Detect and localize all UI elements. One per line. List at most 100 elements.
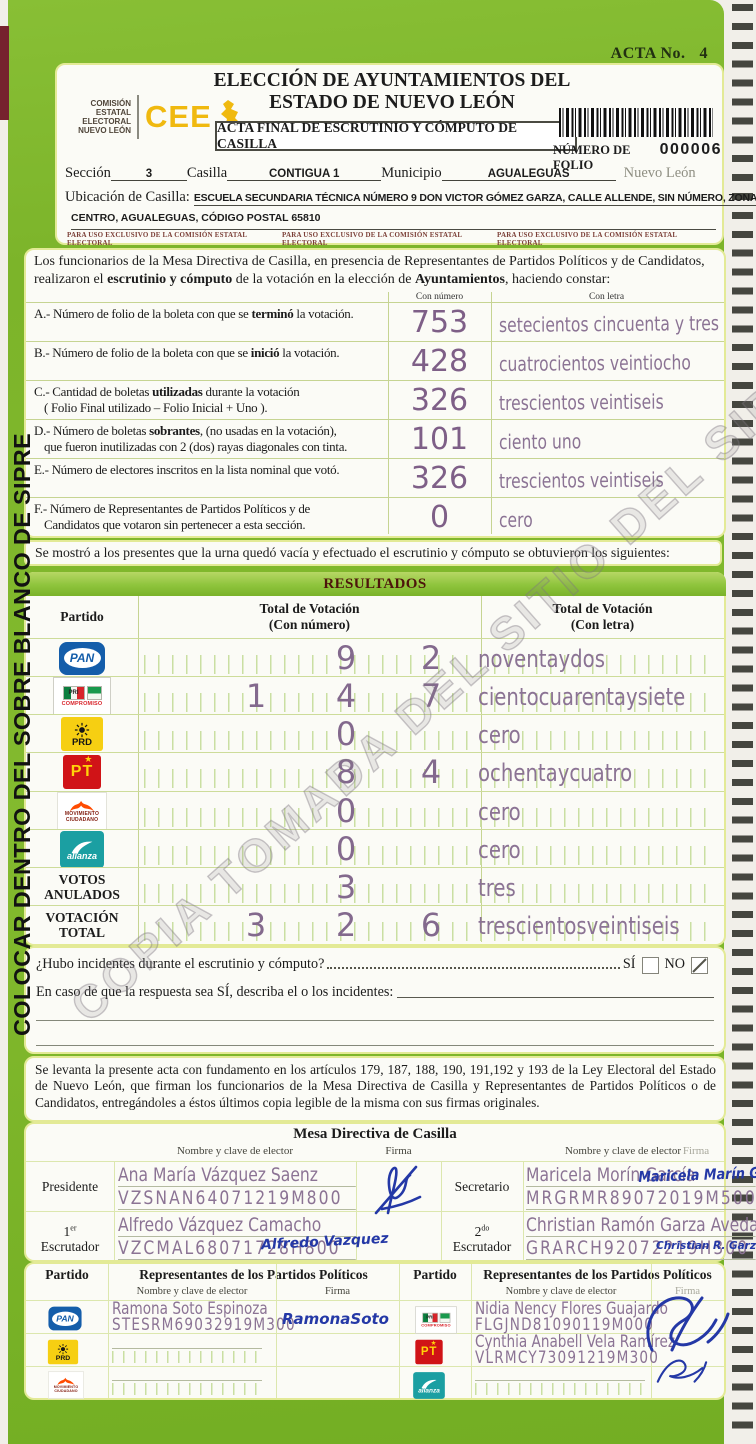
no-checkbox (691, 957, 708, 974)
seccion-label: Sección (65, 165, 111, 181)
no-label: NO (664, 956, 686, 972)
partido-header: Partido (45, 1267, 89, 1282)
folio-item-d: D.- Número de boletas sobrantes, (no usa… (26, 419, 724, 459)
result-row-pt: PT ★ 8 4 ochentaycuatro (26, 752, 724, 791)
folio-row: NÚMERO DE FOLIO 000006 (553, 141, 722, 173)
folio-item-label: A.- Número de folio de la boleta con que… (34, 306, 354, 321)
column-divider (138, 596, 139, 942)
role-secretario: Secretario (454, 1179, 510, 1194)
handwritten-number: 753 (410, 305, 469, 340)
signer-clave: MRGRMR89072019M500 (526, 1187, 756, 1210)
ubicacion-value-line2: CENTRO, AGUALEGUAS, CÓDIGO POSTAL 65810 (71, 212, 716, 230)
cee-divider (137, 95, 139, 139)
folio-count-box: Los funcionarios de la Mesa Directiva de… (24, 248, 726, 538)
folio-item-label: C.- Cantidad de boletas utilizadas duran… (34, 384, 300, 416)
vote-digit: 3 (245, 906, 267, 944)
results-header-row: Partido Total de Votación (Con número) T… (26, 596, 724, 638)
result-row-alianza: alianza 0 cero (26, 829, 724, 868)
result-row-mc: MOVIMIENTO CIUDADANO 0 cero (26, 791, 724, 830)
blank-line (112, 1380, 262, 1381)
handwritten-words: ciento uno (498, 429, 582, 454)
nombre-clave-header: Nombre y clave de elector (505, 1286, 617, 1297)
signer-name: Christian Ramón Garza Avedaño (526, 1214, 756, 1237)
pt-rep-signature-scribble (656, 1359, 708, 1383)
prd-logo: PRD (61, 717, 103, 751)
vote-digit: 0 (335, 830, 357, 868)
escrutador1-name-clave: Alfredo Vázquez Camacho VZCMAL68071728H8… (118, 1214, 356, 1260)
mesa-directiva-box: Mesa Directiva de Casilla Nombre y clave… (24, 1122, 756, 1262)
acta-number: ACTA No. 4 (611, 45, 708, 63)
eagle-icon (69, 800, 95, 812)
movimiento-ciudadano-logo: MOVIMIENTO CIUDADANO (57, 792, 107, 830)
vote-digit: 2 (335, 906, 357, 944)
handwritten-words: cero (498, 507, 533, 532)
result-row-prd: PRD 0 cero (26, 714, 724, 753)
vote-digit: 1 (245, 677, 267, 715)
prd-sun-icon (57, 1343, 69, 1354)
prd-sun-icon (74, 722, 90, 737)
swoosh-icon (71, 841, 93, 854)
cee-org-name: COMISIÓN ESTATAL ELECTORAL NUEVO LEÓN (78, 99, 131, 135)
vote-words: cero (478, 836, 521, 864)
representatives-title: Representantes de los Partidos Políticos (483, 1267, 712, 1282)
handwritten-number: 326 (410, 383, 469, 418)
folio-item-b: B.- Número de folio de la boleta con que… (26, 341, 724, 381)
movimiento-ciudadano-logo: MOVIMIENTO CIUDADANO (48, 1371, 84, 1399)
si-label: SÍ (622, 956, 636, 972)
acta-number-value: 4 (699, 45, 708, 62)
pan-logo: PAN (48, 1306, 82, 1331)
firma-header: Firma (674, 1286, 701, 1297)
folio-item-a: A.- Número de folio de la boleta con que… (26, 302, 724, 342)
coalition-logo (439, 1312, 451, 1323)
no-checkbox-mark (692, 958, 707, 973)
vote-words: tres (478, 874, 516, 902)
folio-item-label: B.- Número de folio de la boleta con que… (34, 345, 340, 360)
signer-clave: VZSNAN64071219M800 (118, 1187, 356, 1210)
casilla-label: Casilla (186, 165, 228, 181)
blank-line (36, 1020, 714, 1021)
role-primer-escrutador: 1er Escrutador (40, 1223, 100, 1254)
folio-item-c: C.- Cantidad de boletas utilizadas duran… (26, 380, 724, 420)
si-checkbox (641, 957, 659, 974)
casilla-value: CONTIGUA 1 (227, 168, 382, 181)
page-title-line1: ELECCIÓN DE AYUNTAMIENTOS DEL (213, 70, 571, 91)
pt-rep-name-clave: Cynthia Anabell Vela Ramírez VLRMCY73091… (475, 1332, 676, 1368)
vote-digit: 6 (420, 906, 442, 944)
result-row-votos-anulados: VOTOS ANULADOS 3 tres (26, 867, 724, 906)
blank-comb (475, 1383, 645, 1395)
incidents-question-row: ¿Hubo incidentes durante el escrutinio y… (36, 956, 714, 974)
result-row-pan: PAN 9 2 noventaydos (26, 638, 724, 677)
vote-words: cero (478, 721, 521, 749)
representatives-box: Partido Representantes de los Partidos P… (24, 1262, 730, 1400)
rep-name: Cynthia Anabell Vela Ramírez (475, 1332, 676, 1352)
ubicacion-label: Ubicación de Casilla: (65, 189, 190, 205)
folio-label: NÚMERO DE FOLIO (553, 143, 631, 172)
pan-rep-name-clave: Ramona Soto Espinoza STESRM69032919M300 (112, 1299, 296, 1334)
blank-line (397, 997, 714, 998)
results-box: RESULTADOS Partido Total de Votación (Co… (24, 572, 726, 946)
alianza-logo: alianza (413, 1372, 445, 1399)
letra-column-header: Total de Votación (Con letra) (552, 601, 653, 632)
dotted-leader (327, 967, 620, 969)
vote-digit: 2 (420, 639, 442, 677)
vote-digit: 0 (335, 715, 357, 753)
firma-header: Firma (682, 1145, 710, 1157)
con-numero-header: Con número (415, 292, 464, 302)
presidente-signature-scribble (374, 1165, 422, 1215)
handwritten-words: trescientos veintiseis (498, 389, 664, 415)
vote-words: noventaydos (478, 645, 605, 673)
rep-clave: FLGJND81090119M000 (475, 1315, 655, 1335)
escrutador2-signature: Christian R. Garza (656, 1240, 756, 1252)
header-box: ELECCIÓN DE AYUNTAMIENTOS DEL ESTADO DE … (55, 63, 756, 247)
coalition-logo (86, 685, 102, 700)
cee-acronym: CEE (145, 99, 212, 134)
blank-comb (112, 1351, 262, 1363)
nombre-clave-header: Nombre y clave de elector (136, 1286, 248, 1297)
alianza-logo: alianza (60, 830, 104, 868)
blank-line (112, 1348, 262, 1349)
rep-name: Ramona Soto Espinoza (112, 1299, 268, 1319)
rep-clave: VLRMCY73091219M300 (475, 1348, 660, 1368)
compromiso-logo: PRI COMPROMISO (53, 677, 111, 715)
blank-comb (112, 1383, 262, 1395)
